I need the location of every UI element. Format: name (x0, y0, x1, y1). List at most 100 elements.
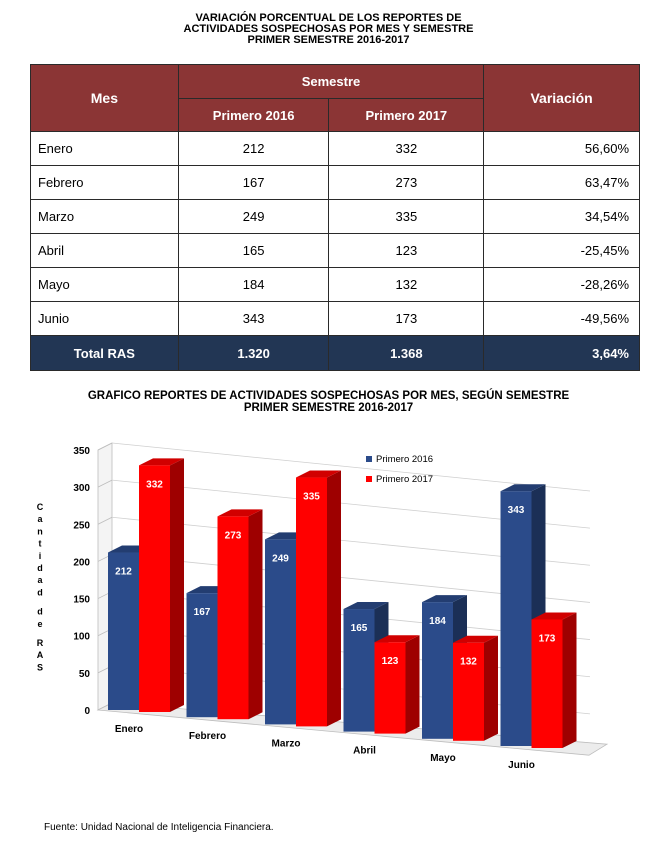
bar-front (108, 552, 139, 710)
legend-swatch (366, 476, 372, 482)
table-row: Febrero 167 273 63,47% (30, 165, 640, 200)
cell-2017: 173 (328, 301, 485, 336)
table-title-line: ACTIVIDADES SOSPECHOSAS POR MES Y SEMEST… (183, 23, 474, 35)
cell-variacion: -49,56% (483, 301, 640, 336)
header-2016: Primero 2016 (177, 98, 330, 132)
bar-primero-2017 (374, 635, 420, 734)
cell-2017: 273 (328, 165, 485, 200)
data-label: 132 (460, 657, 477, 668)
variation-table: Mes Semestre Variación Primero 2016 Prim… (30, 64, 640, 371)
y-axis-label-char: a (37, 514, 43, 524)
cell-2017: 132 (328, 267, 485, 302)
table-title: VARIACIÓN PORCENTUAL DE LOS REPORTES DE … (0, 13, 657, 46)
y-tick-label: 200 (73, 557, 90, 568)
bar-side (327, 470, 341, 727)
data-label: 335 (303, 492, 320, 503)
total-2016: 1.320 (177, 335, 330, 371)
cell-variacion: 34,54% (483, 199, 640, 234)
cell-mes: Mayo (30, 267, 179, 302)
data-label: 249 (272, 553, 289, 564)
bar-front (374, 642, 406, 734)
bar-top (374, 635, 420, 643)
y-axis-label-char: d (37, 587, 43, 597)
cell-mes: Marzo (30, 199, 179, 234)
y-axis-label-char: d (37, 607, 43, 617)
bar-front (186, 593, 218, 718)
total-row: Total RAS 1.320 1.368 3,64% (30, 335, 640, 371)
bar-primero-2017 (139, 458, 184, 712)
y-axis-label-char: C (37, 502, 44, 512)
x-tick-label: Febrero (189, 731, 226, 742)
header-semestre: Semestre (177, 64, 485, 99)
bar-top (217, 509, 263, 517)
bar-top (343, 602, 389, 610)
cell-mes: Febrero (30, 165, 179, 200)
cell-variacion: -25,45% (483, 233, 640, 268)
data-label: 332 (146, 479, 163, 490)
cell-variacion: -28,26% (483, 267, 640, 302)
x-tick-label: Abril (353, 746, 376, 757)
bar-top (139, 458, 184, 466)
bar-side (248, 509, 263, 720)
y-axis-label-char: d (37, 563, 43, 573)
cell-2017: 332 (328, 131, 485, 166)
total-2017: 1.368 (328, 335, 485, 371)
gridline-side (97, 479, 113, 488)
header-variacion: Variación (483, 64, 640, 132)
bar-front (296, 477, 327, 727)
gridline (111, 442, 591, 492)
chart-title-line: PRIMER SEMESTRE 2016-2017 (243, 402, 414, 414)
data-label: 343 (508, 505, 525, 516)
table-row: Marzo 249 335 34,54% (30, 199, 640, 234)
y-tick-label: 0 (84, 706, 90, 717)
cell-2016: 249 (177, 199, 330, 234)
y-axis-label-char: a (37, 575, 43, 585)
cell-mes: Junio (30, 301, 179, 336)
cell-2017: 123 (328, 233, 485, 268)
bar-front (139, 465, 170, 712)
gridline-side (97, 516, 113, 525)
cell-2017: 335 (328, 199, 485, 234)
gridline-side (97, 442, 113, 451)
bar-primero-2017 (531, 612, 577, 748)
bar-top (296, 470, 341, 478)
x-tick-label: Junio (508, 760, 535, 771)
cell-mes: Enero (30, 131, 179, 166)
bar-primero-2017 (296, 470, 341, 727)
cell-2016: 165 (177, 233, 330, 268)
chart-title: GRAFICO REPORTES DE ACTIVIDADES SOSPECHO… (0, 390, 657, 414)
y-axis-label-char: t (39, 539, 42, 549)
bar-top (531, 612, 577, 620)
data-label: 184 (429, 616, 446, 627)
data-label: 165 (351, 623, 368, 634)
bar-primero-2017 (217, 509, 263, 720)
y-tick-label: 100 (73, 632, 90, 643)
y-tick-label: 300 (73, 483, 90, 494)
data-label: 123 (382, 656, 399, 667)
bar-front (422, 602, 453, 739)
table-row: Abril 165 123 -25,45% (30, 233, 640, 268)
bar-front (531, 619, 563, 748)
y-axis-label-char: A (37, 650, 44, 660)
total-label: Total RAS (30, 335, 179, 371)
cell-2016: 212 (177, 131, 330, 166)
bar-primero-2017 (453, 635, 498, 741)
bar-side (405, 635, 420, 734)
y-tick-label: 350 (73, 446, 90, 457)
data-label: 273 (225, 530, 242, 541)
bar-side (562, 612, 577, 748)
x-tick-label: Enero (115, 724, 143, 735)
table-row: Mayo 184 132 -28,26% (30, 267, 640, 302)
chart-title-line: GRAFICO REPORTES DE ACTIVIDADES SOSPECHO… (87, 390, 570, 402)
bar-front (343, 609, 375, 732)
bar-top (422, 595, 467, 603)
legend-label: Primero 2017 (376, 474, 433, 485)
table-title-line: PRIMER SEMESTRE 2016-2017 (247, 34, 410, 46)
cell-2016: 343 (177, 301, 330, 336)
bar-side (484, 635, 498, 741)
cell-2016: 184 (177, 267, 330, 302)
x-tick-label: Marzo (272, 738, 301, 749)
data-label: 212 (115, 567, 132, 578)
y-axis-label-char: i (39, 551, 42, 561)
total-variacion: 3,64% (483, 335, 640, 371)
